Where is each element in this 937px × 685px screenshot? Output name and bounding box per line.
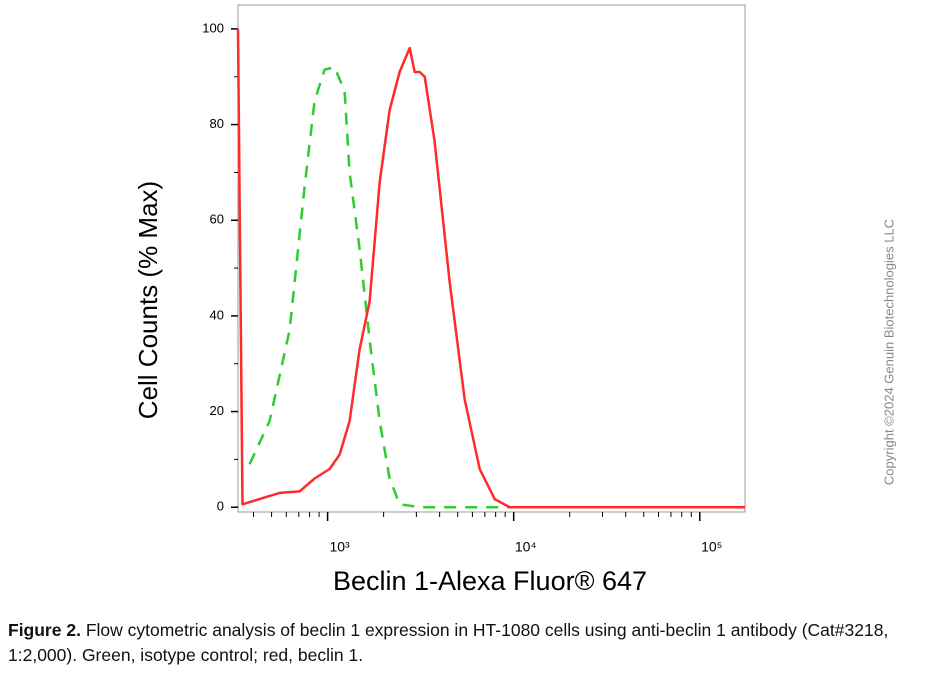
chart: Cell Counts (% Max) Beclin 1-Alexa Fluor… (133, 4, 896, 596)
y-tick-label: 20 (210, 403, 224, 418)
histogram-line (248, 65, 520, 509)
plot-frame (237, 4, 746, 513)
caption: Figure 2. Flow cytometric analysis of be… (8, 618, 933, 668)
y-tick-label: 0 (217, 499, 224, 514)
x-tick-label: 10³ (329, 539, 350, 555)
x-axis-label: Beclin 1-Alexa Fluor® 647 (333, 566, 647, 596)
x-tick-label: 10⁵ (701, 539, 722, 555)
y-axis-label: Cell Counts (% Max) (133, 181, 163, 419)
y-tick-label: 100 (202, 20, 224, 35)
x-tick-label: 10⁴ (515, 539, 537, 555)
histogram-line (236, 28, 745, 509)
y-tick-label: 40 (210, 307, 224, 322)
copyright: Copyright ©2024 Genuin Biotechnologies L… (881, 219, 896, 485)
y-tick-label: 80 (210, 116, 224, 131)
caption-lead: Figure 2. (8, 620, 81, 640)
caption-text: Flow cytometric analysis of beclin 1 exp… (8, 620, 889, 665)
y-tick-label: 60 (210, 212, 224, 227)
